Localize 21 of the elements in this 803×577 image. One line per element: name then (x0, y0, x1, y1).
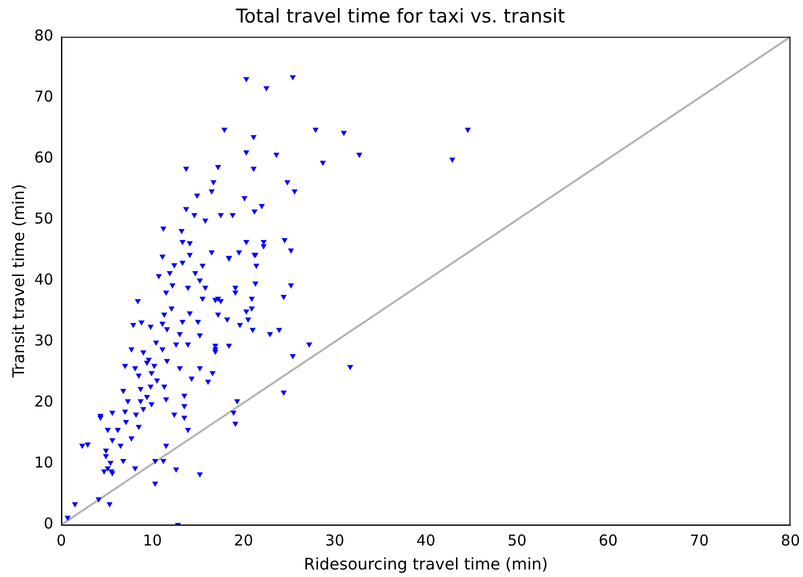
x-tick-label: 0 (56, 532, 66, 550)
y-axis-title: Transit travel time (min) (8, 184, 28, 379)
x-tick-label: 40 (416, 532, 436, 550)
y-tick-label: 60 (34, 148, 54, 167)
x-tick-label: 80 (780, 532, 800, 550)
chart-title: Total travel time for taxi vs. transit (234, 5, 566, 28)
y-tick-label: 0 (44, 514, 54, 533)
x-tick-label: 60 (598, 532, 618, 550)
y-tick-label: 70 (34, 88, 54, 106)
x-axis-title: Ridesourcing travel time (min) (304, 554, 548, 574)
y-tick-label: 10 (34, 454, 54, 472)
y-tick-label: 40 (34, 270, 54, 289)
x-tick-label: 50 (507, 532, 527, 550)
x-tick-label: 20 (234, 532, 254, 550)
y-tick-label: 80 (34, 26, 54, 45)
y-tick-label: 30 (34, 332, 54, 350)
y-tick-label: 20 (34, 392, 54, 411)
x-tick-label: 30 (325, 532, 344, 550)
y-tick-label: 50 (34, 210, 54, 228)
x-tick-label: 70 (690, 532, 709, 550)
x-tick-label: 10 (142, 532, 162, 550)
